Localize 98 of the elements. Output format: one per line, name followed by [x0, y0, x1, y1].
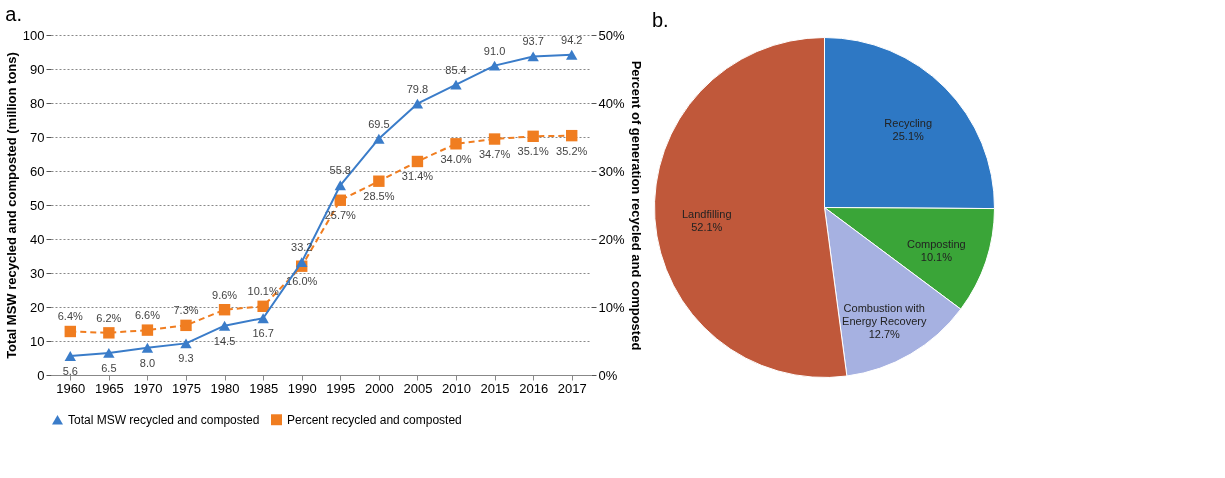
y-tick-label: 90 — [30, 61, 45, 77]
y-tick-label: 40 — [30, 231, 45, 247]
x-tick-label: 2015 — [480, 380, 510, 396]
data-label: 9.6% — [212, 288, 238, 301]
slice-label: Combustion with Energy Recovery — [842, 302, 927, 328]
point — [527, 130, 539, 143]
point — [566, 129, 578, 142]
point — [180, 319, 192, 332]
y-tick-label: 20 — [30, 299, 45, 315]
x-tick-label: 2010 — [442, 380, 471, 396]
x-tick-label: 1980 — [210, 380, 240, 396]
data-label: 94.2 — [561, 33, 583, 46]
y-tick-label: 50 — [30, 197, 45, 213]
y2-tick-label: 40% — [598, 95, 625, 111]
point — [566, 49, 578, 60]
point — [218, 320, 231, 331]
x-tick-label: 1960 — [56, 380, 86, 396]
y-axis-title: Total MSW recycled and composted (million tons) — [3, 52, 19, 359]
data-label: 79.8 — [406, 82, 429, 95]
y-tick-label: 30 — [30, 265, 45, 281]
point — [334, 180, 346, 191]
data-label: 7.3% — [173, 304, 199, 317]
data-label: 9.3 — [178, 352, 194, 365]
point — [218, 304, 231, 316]
y-tick-label: 100 — [22, 27, 45, 43]
legend-label: Total MSW recycled and composted — [68, 412, 260, 427]
data-label: 93.7 — [522, 35, 544, 48]
data-label: 85.4 — [445, 63, 467, 76]
x-tick-label: 1985 — [249, 380, 279, 396]
y2-tick-label: 20% — [598, 231, 625, 247]
point — [141, 342, 154, 353]
point — [373, 133, 385, 144]
data-label: 25.7% — [324, 209, 357, 222]
data-label: 14.5 — [213, 334, 236, 347]
x-tick-label: 2017 — [557, 380, 587, 396]
point — [257, 313, 269, 324]
data-label: 34.0% — [440, 152, 472, 165]
data-label: 55.8 — [329, 164, 351, 177]
point — [334, 194, 346, 206]
y2-tick-label: 10% — [598, 299, 625, 315]
x-tick-label: 1975 — [172, 380, 201, 396]
data-label: 10.1% — [247, 285, 279, 298]
y-tick-label: 60 — [30, 163, 45, 179]
x-tick-label: 2000 — [364, 380, 394, 396]
data-label: 34.7% — [478, 148, 511, 161]
point — [257, 300, 269, 313]
x-tick-label: 2005 — [403, 380, 433, 396]
legend-label: Percent recycled and composted — [287, 412, 462, 427]
x-tick-label: 1995 — [326, 380, 356, 396]
data-label: 69.5 — [368, 117, 390, 130]
x-tick-label: 2016 — [519, 380, 549, 396]
point — [450, 138, 462, 150]
data-label: 31.4% — [401, 170, 434, 183]
y-tick-label: 80 — [30, 95, 45, 111]
y2-tick-label: 30% — [598, 163, 625, 179]
point — [488, 60, 501, 71]
data-label: 6.2% — [96, 311, 122, 324]
x-tick-label: 1965 — [94, 380, 124, 396]
chart-title: b. — [652, 9, 669, 31]
point — [64, 351, 76, 361]
point — [64, 325, 76, 338]
slice-label: Landfilling — [681, 208, 732, 221]
point — [103, 327, 115, 339]
point — [411, 98, 424, 109]
data-label: 10.1% — [920, 251, 953, 264]
point — [488, 133, 501, 145]
y2-tick-label: 0% — [598, 367, 618, 383]
data-label: 6.5 — [101, 361, 117, 374]
data-label: 8.0 — [139, 356, 156, 369]
data-label: 35.1% — [517, 145, 549, 158]
data-label: 5.6 — [62, 364, 78, 377]
point — [296, 257, 308, 268]
data-label: 91.0 — [483, 44, 506, 57]
point — [450, 79, 462, 90]
data-label: 28.5% — [363, 190, 395, 203]
point — [373, 175, 385, 187]
data-label: 52.1% — [691, 221, 723, 234]
data-label: 16.7 — [252, 327, 274, 340]
x-tick-label: 1970 — [133, 380, 163, 396]
data-label: 6.4% — [57, 310, 84, 323]
data-label: 25.1% — [892, 130, 925, 143]
x-tick-label: 1990 — [287, 380, 317, 396]
y-tick-label: 0 — [37, 367, 45, 383]
chart-title: a. — [5, 3, 22, 25]
data-label: 35.2% — [556, 144, 588, 157]
point — [527, 51, 539, 62]
y-tick-label: 10 — [30, 333, 45, 349]
data-label: 12.7% — [868, 328, 901, 341]
data-label: 6.6% — [134, 309, 161, 322]
point — [180, 338, 192, 349]
point — [141, 324, 154, 336]
point — [411, 155, 424, 168]
point — [103, 347, 115, 358]
slice-label: Recycling — [884, 117, 933, 130]
y2-axis-title: Percent of generation recycled and composted — [628, 60, 644, 351]
y2-tick-label: 50% — [598, 27, 625, 43]
slice-label: Composting — [907, 238, 966, 251]
y-tick-label: 70 — [30, 129, 45, 145]
